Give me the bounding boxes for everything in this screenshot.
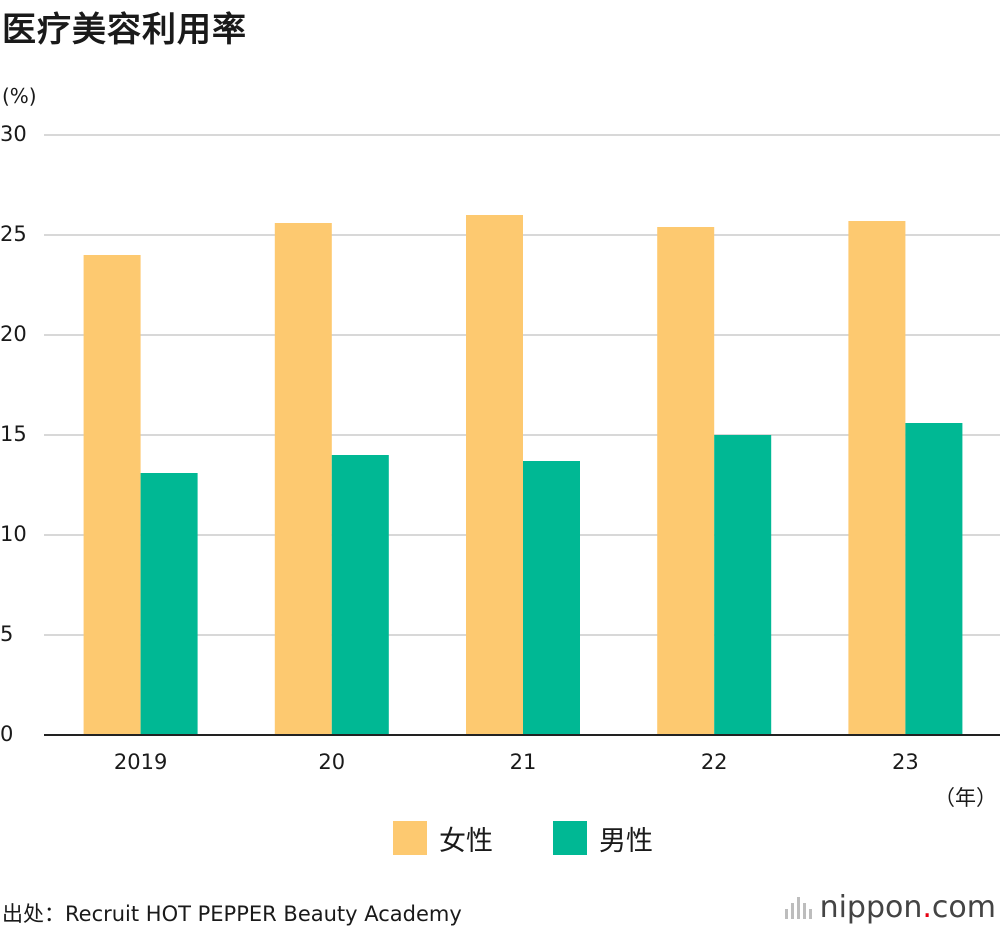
logo-bars-icon	[784, 896, 812, 919]
y-tick-label: 15	[0, 422, 27, 446]
bar-male	[905, 423, 963, 735]
bar-female	[274, 223, 332, 735]
chart-title: 医疗美容利用率	[2, 10, 247, 50]
y-tick-label: 30	[0, 122, 27, 146]
logo-text: nippon	[819, 890, 923, 925]
bar-female	[848, 221, 906, 735]
x-tick-label: 20	[318, 750, 346, 774]
bar-male	[331, 455, 389, 735]
y-tick-label: 10	[0, 522, 27, 546]
x-tick-label: 22	[700, 750, 728, 774]
legend-swatch-female	[393, 821, 427, 855]
logo-dot: .	[922, 890, 932, 925]
x-tick-label: 21	[509, 750, 537, 774]
bar-male	[714, 435, 772, 735]
bar-male	[140, 473, 198, 735]
y-tick-label: 25	[0, 222, 27, 246]
y-tick-label: 5	[0, 622, 14, 646]
bar-male	[523, 461, 580, 735]
y-tick-label: 0	[0, 722, 14, 746]
x-tick-label: 2019	[113, 750, 168, 774]
bar-female	[657, 227, 715, 735]
x-tick-label: 23	[892, 750, 919, 774]
bar-female	[466, 215, 523, 735]
bar-female	[83, 255, 141, 735]
legend-item-female: 女性	[393, 818, 493, 858]
legend-label-female: 女性	[439, 825, 493, 857]
legend-label-male: 男性	[599, 825, 653, 857]
nippon-logo: nippon. com	[784, 890, 996, 925]
legend-swatch-male	[553, 821, 587, 855]
logo-suffix: com	[931, 890, 996, 925]
y-axis-unit: (%)	[2, 84, 37, 108]
legend-item-male: 男性	[553, 818, 653, 858]
x-axis-unit: （年）	[934, 786, 997, 810]
source-note: 出处：Recruit HOT PEPPER Beauty Academy	[2, 902, 462, 926]
y-tick-label: 20	[0, 322, 27, 346]
